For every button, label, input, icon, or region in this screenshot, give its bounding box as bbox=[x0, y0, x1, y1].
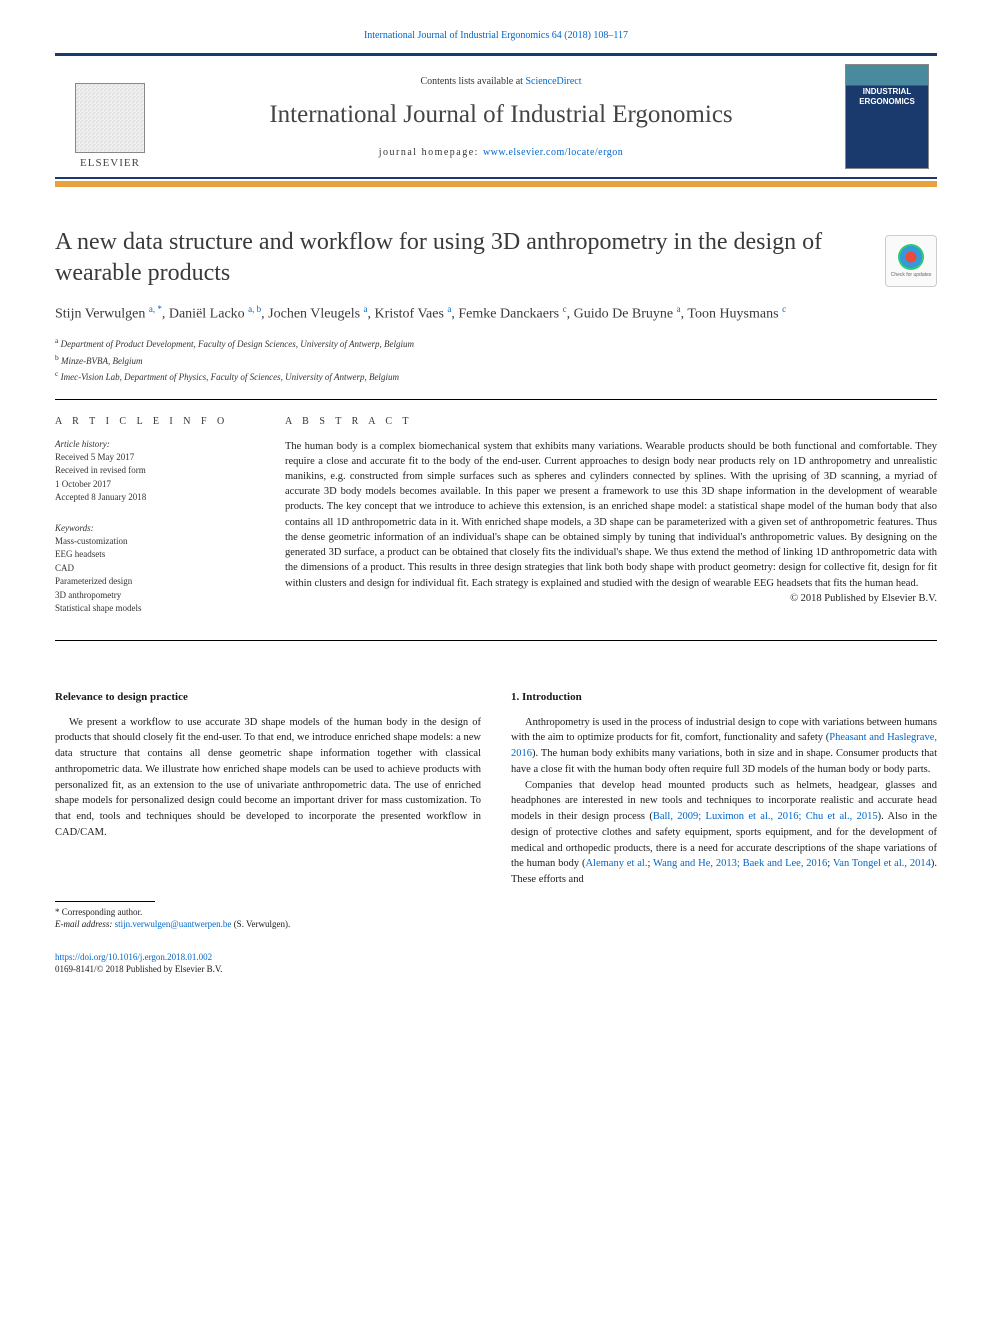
article-info-heading: A R T I C L E I N F O bbox=[55, 416, 255, 427]
doi-link[interactable]: https://doi.org/10.1016/j.ergon.2018.01.… bbox=[55, 952, 212, 962]
relevance-heading: Relevance to design practice bbox=[55, 691, 481, 703]
affiliations: a Department of Product Development, Fac… bbox=[55, 335, 937, 385]
intro-p2: Companies that develop head mounted prod… bbox=[511, 778, 937, 888]
cover-text-1: INDUSTRIAL bbox=[863, 87, 911, 97]
homepage-link[interactable]: www.elsevier.com/locate/ergon bbox=[483, 147, 623, 158]
masthead: ELSEVIER Contents lists available at Sci… bbox=[55, 53, 937, 179]
keywords-list: Mass-customizationEEG headsetsCADParamet… bbox=[55, 535, 255, 616]
divider bbox=[55, 399, 937, 400]
journal-cover-block: INDUSTRIAL ERGONOMICS bbox=[837, 56, 937, 177]
article-header: A new data structure and workflow for us… bbox=[55, 227, 937, 385]
citation-line: International Journal of Industrial Ergo… bbox=[55, 30, 937, 41]
p1-post: ). The human body exhibits many variatio… bbox=[511, 748, 937, 775]
intro-p1: Anthropometry is used in the process of … bbox=[511, 715, 937, 778]
publisher-name: ELSEVIER bbox=[80, 157, 140, 169]
publisher-block: ELSEVIER bbox=[55, 56, 165, 177]
abstract-heading: A B S T R A C T bbox=[285, 416, 937, 427]
body-columns: Relevance to design practice We present … bbox=[55, 691, 937, 931]
check-updates-badge[interactable]: Check for updates bbox=[885, 235, 937, 287]
relevance-text: We present a workflow to use accurate 3D… bbox=[55, 715, 481, 841]
cover-text-2: ERGONOMICS bbox=[859, 97, 915, 107]
article-info: A R T I C L E I N F O Article history: R… bbox=[55, 416, 255, 616]
email-paren: (S. Verwulgen). bbox=[231, 919, 290, 929]
history-list: Received 5 May 2017Received in revised f… bbox=[55, 451, 255, 505]
email-line: E-mail address: stijn.verwulgen@uantwerp… bbox=[55, 918, 481, 931]
right-column: 1. Introduction Anthropometry is used in… bbox=[511, 691, 937, 931]
abstract-column: A B S T R A C T The human body is a comp… bbox=[285, 416, 937, 616]
history-label: Article history: bbox=[55, 439, 255, 449]
page-footer: https://doi.org/10.1016/j.ergon.2018.01.… bbox=[55, 951, 937, 976]
intro-heading: 1. Introduction bbox=[511, 691, 937, 703]
cite-alemany[interactable]: Alemany et al. bbox=[585, 858, 647, 869]
corresponding-author: * Corresponding author. bbox=[55, 906, 481, 919]
cite-wang[interactable]: Wang and He, 2013; Baek and Lee, 2016 bbox=[653, 858, 827, 869]
cite-ball[interactable]: Ball, 2009; Luximon et al., 2016; Chu et… bbox=[653, 811, 878, 822]
crossmark-icon bbox=[898, 244, 924, 270]
authors-line: Stijn Verwulgen a, *, Daniël Lacko a, b,… bbox=[55, 303, 937, 325]
footnote-rule bbox=[55, 901, 155, 902]
email-link[interactable]: stijn.verwulgen@uantwerpen.be bbox=[115, 919, 232, 929]
contents-available: Contents lists available at ScienceDirec… bbox=[175, 76, 827, 87]
info-abstract-row: A R T I C L E I N F O Article history: R… bbox=[55, 416, 937, 616]
left-column: Relevance to design practice We present … bbox=[55, 691, 481, 931]
homepage-prefix: journal homepage: bbox=[379, 147, 483, 158]
masthead-center: Contents lists available at ScienceDirec… bbox=[165, 56, 837, 177]
article-title: A new data structure and workflow for us… bbox=[55, 227, 937, 289]
journal-homepage: journal homepage: www.elsevier.com/locat… bbox=[175, 147, 827, 158]
elsevier-logo bbox=[75, 83, 145, 153]
sciencedirect-link[interactable]: ScienceDirect bbox=[525, 76, 581, 87]
accent-bar bbox=[55, 181, 937, 187]
email-label: E-mail address: bbox=[55, 919, 115, 929]
abstract-text: The human body is a complex biomechanica… bbox=[285, 439, 937, 591]
journal-cover: INDUSTRIAL ERGONOMICS bbox=[845, 64, 929, 169]
journal-title: International Journal of Industrial Ergo… bbox=[175, 101, 827, 129]
keywords-label: Keywords: bbox=[55, 523, 255, 533]
check-updates-label: Check for updates bbox=[891, 272, 932, 278]
copyright-line: © 2018 Published by Elsevier B.V. bbox=[285, 593, 937, 604]
divider bbox=[55, 640, 937, 641]
cite-vantongel[interactable]: Van Tongel et al., 2014 bbox=[833, 858, 931, 869]
contents-prefix: Contents lists available at bbox=[420, 76, 525, 87]
issn-line: 0169-8141/© 2018 Published by Elsevier B… bbox=[55, 964, 222, 974]
